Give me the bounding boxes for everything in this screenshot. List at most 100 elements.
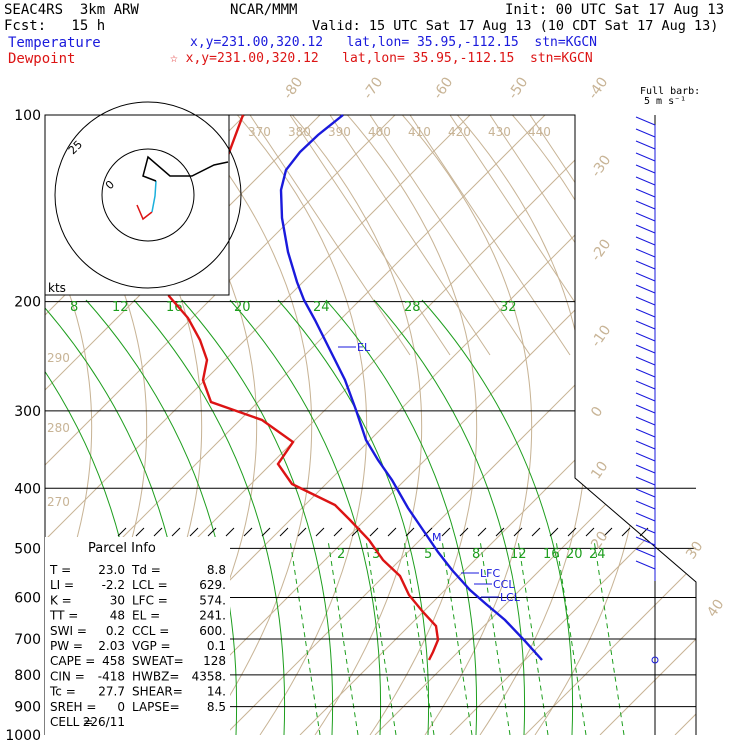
wind-barb-flag xyxy=(635,224,656,234)
hatch-mark xyxy=(261,527,271,537)
hatch-mark xyxy=(297,527,307,537)
isotherm-line xyxy=(674,115,696,735)
wind-barb-flag xyxy=(635,368,656,378)
parcel-field-label: LFC = xyxy=(132,593,168,607)
moist-adiabat-label: 12 xyxy=(112,300,129,315)
mixing-ratio-label: 16 xyxy=(543,547,560,562)
forecast-hour: Fcst: 15 h xyxy=(4,18,106,34)
level-label-el: EL xyxy=(357,341,371,354)
wind-barb-flag xyxy=(635,440,656,450)
wind-barb-flag xyxy=(635,548,656,558)
mixing-ratio-line xyxy=(479,539,511,735)
mixing-ratio-line xyxy=(403,539,435,735)
pressure-tick-label: 1000 xyxy=(5,728,41,740)
dry-adiabat-line xyxy=(364,115,533,735)
pressure-tick-label: 600 xyxy=(14,590,41,606)
parcel-field-label: HWBZ= xyxy=(132,669,179,683)
hatch-mark xyxy=(567,527,577,537)
hodograph-ring-inner xyxy=(101,148,195,242)
hatch-mark xyxy=(279,527,289,537)
theta-label: 290 xyxy=(47,351,70,365)
dry-adiabat-line xyxy=(45,115,93,735)
isotherm-label: -60 xyxy=(430,74,456,102)
wind-barb-flag xyxy=(635,416,656,426)
hatch-mark xyxy=(189,527,199,537)
parcel-field-value: 23.0 xyxy=(98,563,125,577)
hodograph-trace-red xyxy=(136,204,153,221)
barb-legend: Full barb: xyxy=(640,86,701,97)
hatch-mark xyxy=(225,527,235,537)
mixing-ratio-line xyxy=(327,539,359,735)
theta-line xyxy=(249,115,411,356)
moist-adiabat-label: 28 xyxy=(404,300,421,315)
wind-barb-flag xyxy=(635,176,656,186)
level-label-m: M xyxy=(432,531,442,544)
parcel-field-label: VGP = xyxy=(132,639,171,653)
moist-adiabat-label: 32 xyxy=(500,300,517,315)
parcel-field-label: EL = xyxy=(132,609,160,623)
moist-adiabat-label: 8 xyxy=(70,300,78,315)
parcel-field-label: CIN = xyxy=(50,669,85,683)
parcel-field-label: LAPSE= xyxy=(132,700,180,714)
center-name: NCAR/MMM xyxy=(230,2,298,18)
parcel-field-label: SWEAT= xyxy=(132,654,184,668)
isotherm-line xyxy=(45,115,546,735)
wind-barb-flag xyxy=(635,188,656,198)
valid-time: Valid: 15 UTC Sat 17 Aug 13 (10 CDT Sat … xyxy=(312,18,719,34)
dry-adiabat-line xyxy=(199,115,368,735)
hatch-mark xyxy=(477,527,487,537)
hatch-mark xyxy=(207,527,217,537)
hatch-mark xyxy=(243,527,253,537)
hatch-mark xyxy=(333,527,343,537)
dry-adiabat-line xyxy=(309,115,478,735)
mixing-ratio-line xyxy=(365,539,397,735)
moist-adiabat-line xyxy=(277,299,430,735)
theta-line xyxy=(329,115,491,356)
pressure-tick-label: 500 xyxy=(14,541,41,557)
temperature-legend: Temperature xyxy=(8,35,101,51)
theta-label: 390 xyxy=(328,125,351,139)
wind-barb-flag xyxy=(635,512,656,522)
parcel-field-value: 600. xyxy=(199,624,226,638)
parcel-field-value: 8.5 xyxy=(207,700,226,714)
mixing-ratio-line xyxy=(441,539,473,735)
pressure-tick-label: 700 xyxy=(14,632,41,648)
parcel-field-label: TT = xyxy=(49,609,78,623)
wind-barb-flag xyxy=(635,404,656,414)
level-label-lfc: LFC xyxy=(480,567,500,580)
theta-line xyxy=(289,115,451,356)
parcel-field-label: Tc = xyxy=(49,685,76,699)
parcel-field-value: 574. xyxy=(199,593,226,607)
parcel-field-value: 458 xyxy=(102,654,125,668)
wind-barb-flag xyxy=(635,332,656,342)
parcel-field-value: 4358. xyxy=(192,669,226,683)
model-title: SEAC4RS 3km ARW xyxy=(4,2,139,18)
isotherm-label: -50 xyxy=(505,74,531,102)
parcel-field-value: 226/11 xyxy=(83,715,125,729)
hodograph-trace-black xyxy=(142,155,229,182)
isotherm-line xyxy=(524,115,696,735)
level-label-ccl: CCL xyxy=(493,578,515,591)
wind-barb-flag xyxy=(635,536,656,546)
wind-barb-flag xyxy=(635,152,656,162)
wind-barb-flag xyxy=(635,164,656,174)
wind-barb-flag xyxy=(635,560,656,570)
temperature-location: x,y=231.00,320.12 lat,lon= 35.95,-112.15… xyxy=(190,35,597,50)
moist-adiabat-line xyxy=(133,299,286,735)
wind-barb-flag xyxy=(635,272,656,282)
parcel-field-value: 2.03 xyxy=(98,639,125,653)
mixing-ratio-label: 24 xyxy=(589,547,606,562)
theta-label: 430 xyxy=(488,125,511,139)
isotherm-label: -40 xyxy=(585,74,611,102)
theta-label: 410 xyxy=(408,125,431,139)
pressure-tick-label: 200 xyxy=(14,295,41,311)
parcel-info-box xyxy=(45,537,230,735)
hatch-mark xyxy=(441,527,451,537)
moist-adiabat-line xyxy=(229,299,382,735)
wind-barb-flag xyxy=(635,116,656,126)
theta-label: 440 xyxy=(528,125,551,139)
parcel-field-value: 0 xyxy=(117,700,125,714)
isotherm-label: -20 xyxy=(588,236,614,264)
parcel-field-label: LI = xyxy=(50,578,74,592)
theta-line xyxy=(369,115,531,356)
